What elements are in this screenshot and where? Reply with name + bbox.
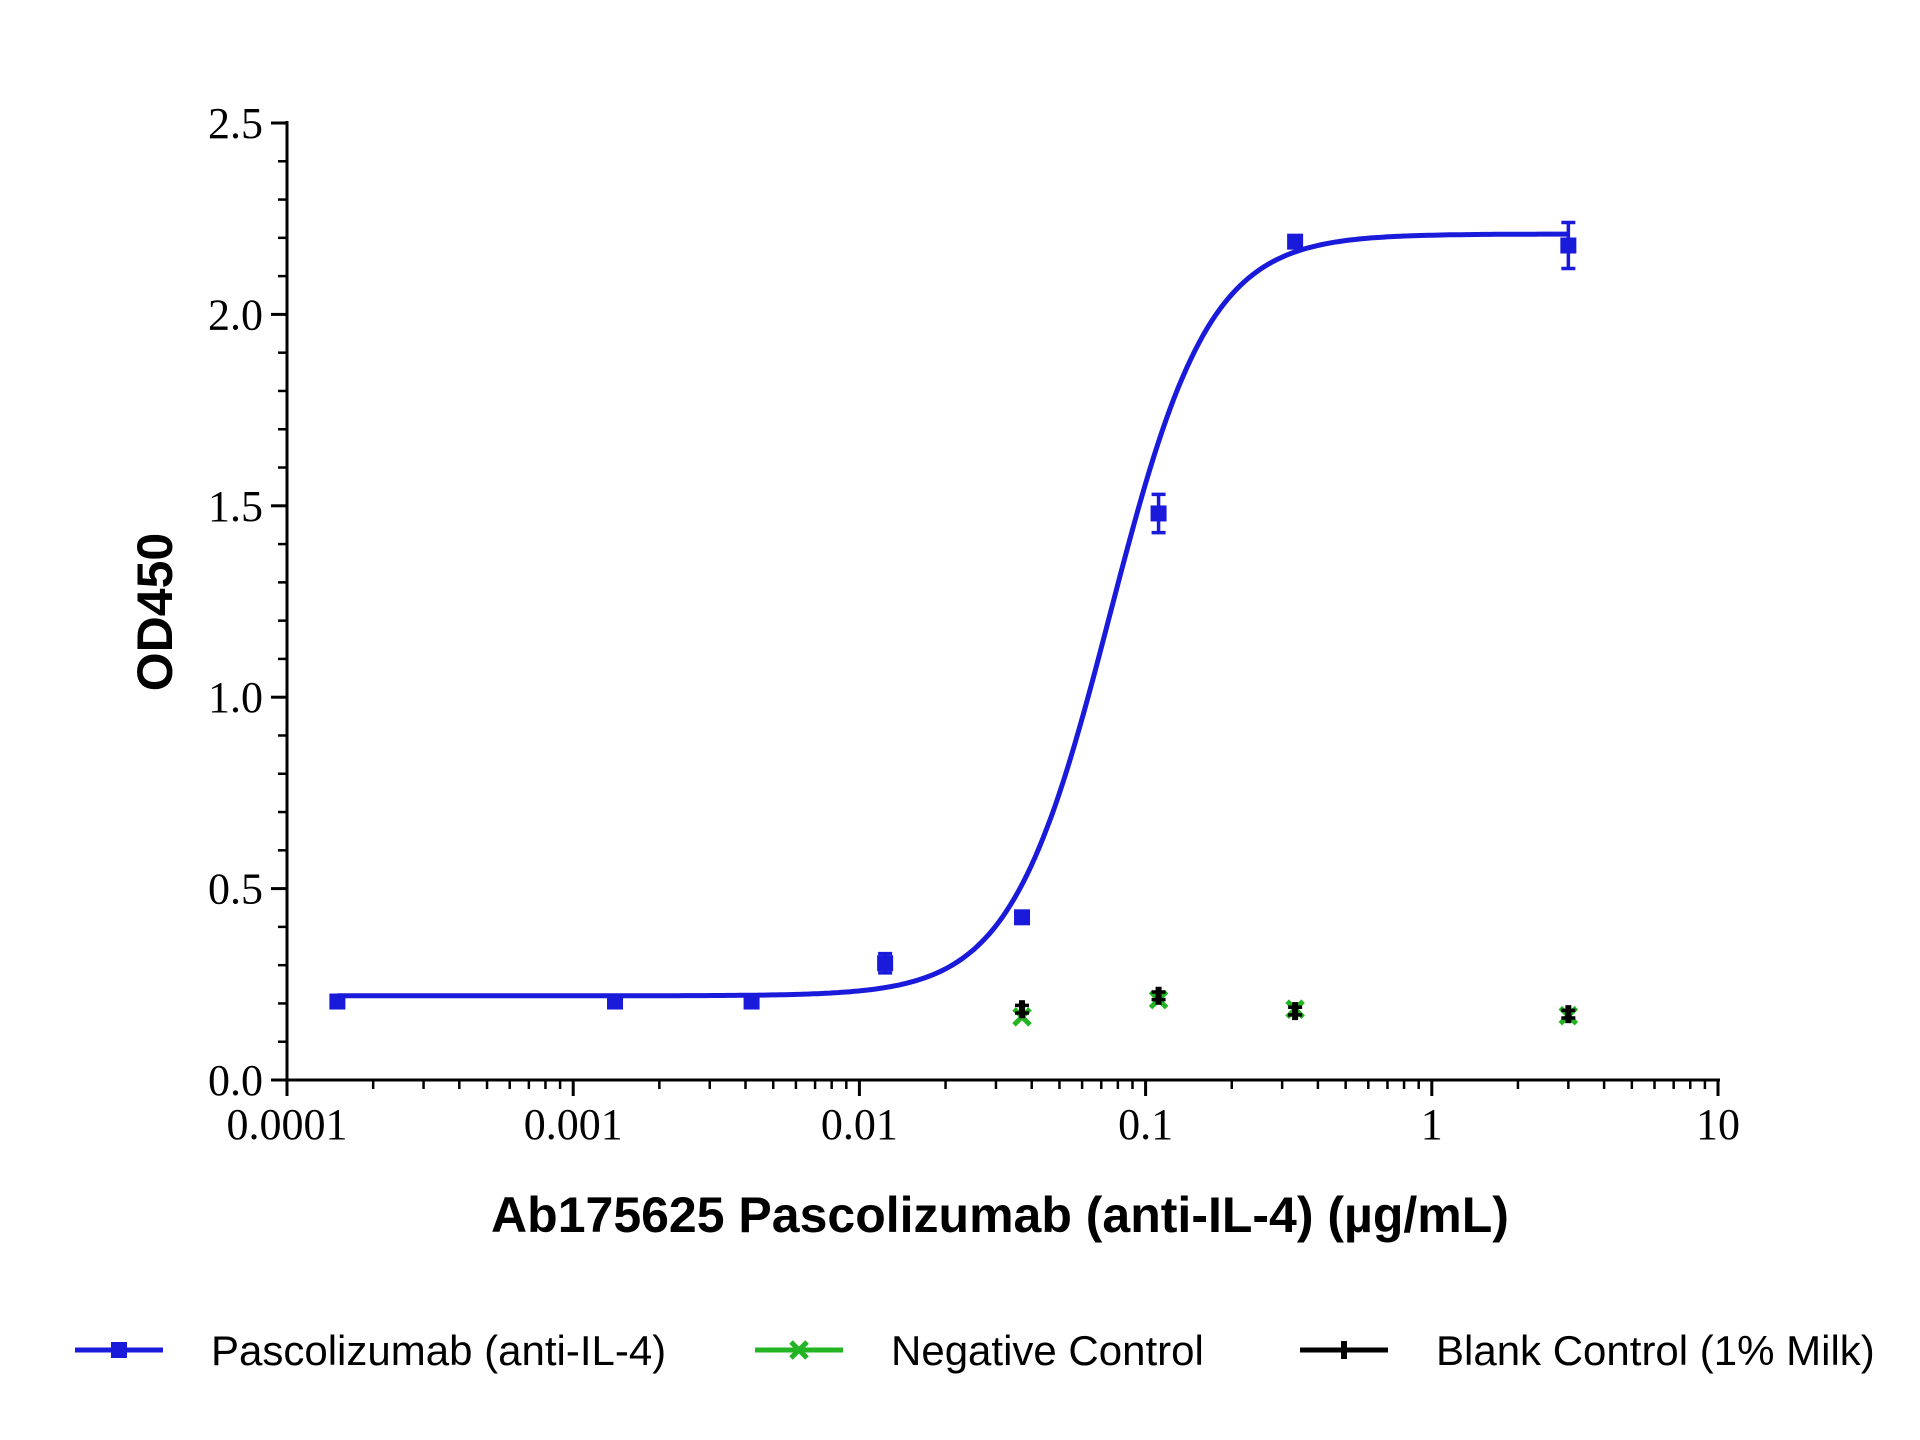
square-marker (329, 993, 346, 1010)
square-marker (1150, 505, 1167, 522)
legend-item-1: Pascolizumab (anti-IL-4) (75, 1327, 666, 1374)
legend-item-3: Blank Control (1% Milk) (1300, 1327, 1875, 1374)
y-tick-label: 1.5 (208, 482, 263, 531)
square-marker (1560, 237, 1577, 254)
square-marker (1014, 909, 1031, 926)
y-tick-label: 1.0 (208, 673, 263, 722)
y-axis-title: OD450 (127, 533, 183, 691)
legend-item-2: Negative Control (755, 1327, 1204, 1374)
legend-label: Negative Control (891, 1327, 1204, 1374)
dash-marker (1155, 986, 1162, 1005)
x-tick-label: 0.0001 (227, 1100, 348, 1149)
fit-curve (337, 231, 1569, 999)
dash-marker (1341, 1341, 1347, 1359)
square-marker (111, 1342, 127, 1358)
square-marker (1287, 233, 1304, 250)
square-marker (607, 993, 624, 1010)
legend-label: Blank Control (1% Milk) (1436, 1327, 1875, 1374)
legend: Pascolizumab (anti-IL-4) Negative Control… (75, 1327, 1875, 1374)
x-tick-label: 0.001 (524, 1100, 623, 1149)
series-3 (1015, 986, 1576, 1024)
x-tick-label: 10 (1696, 1100, 1740, 1149)
x-marker (789, 1340, 809, 1360)
x-tick-label: 1 (1421, 1100, 1443, 1149)
y-tick-label: 2.5 (208, 99, 263, 148)
square-marker (743, 993, 760, 1010)
axes: 0.0 0.5 1.0 1.5 2.0 2.5 0.0001 0.001 0.01 0.1 1 10 (208, 99, 1740, 1149)
y-tick-label: 2.0 (208, 290, 263, 339)
dash-marker (1565, 1005, 1572, 1024)
legend-label: Pascolizumab (anti-IL-4) (211, 1327, 666, 1374)
series-1 (329, 220, 1577, 1010)
plot-area (329, 220, 1579, 1027)
x-axis-title: Ab175625 Pascolizumab (anti-IL-4) (µg/mL… (491, 1187, 1509, 1243)
y-tick-label: 0.5 (208, 865, 263, 914)
x-tick-label: 0.01 (821, 1100, 898, 1149)
square-marker (877, 955, 894, 972)
x-tick-label: 0.1 (1118, 1100, 1173, 1149)
dash-marker (1292, 1002, 1299, 1021)
dash-marker (1019, 1000, 1026, 1019)
y-tick-label: 0.0 (208, 1056, 263, 1105)
